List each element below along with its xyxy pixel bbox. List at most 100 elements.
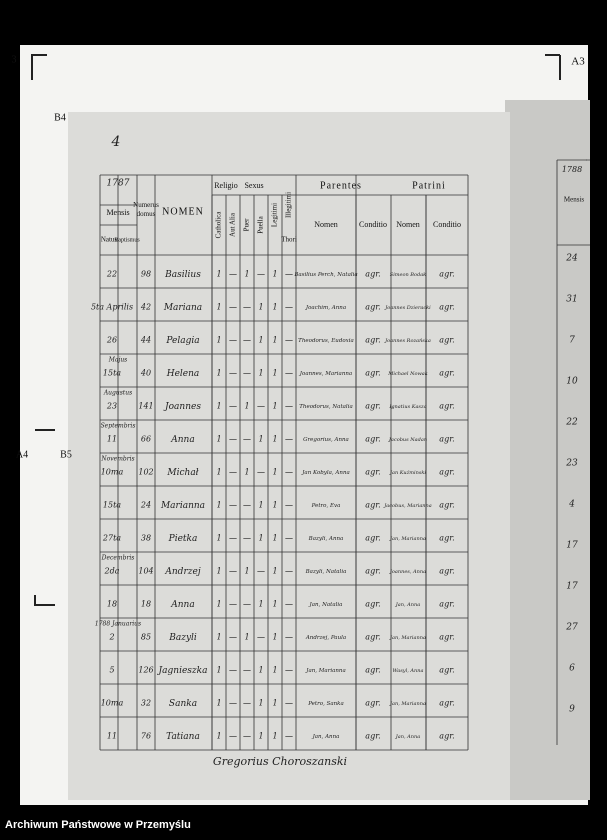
header-text: Thori <box>281 236 297 244</box>
godparents-condition: agr. <box>439 435 454 444</box>
religio-sexus-mark: 1 <box>216 435 221 444</box>
footer-bar <box>0 805 607 840</box>
parents-condition: agr. <box>365 270 380 279</box>
header-text: Conditio <box>359 220 387 229</box>
religio-sexus-mark: — <box>243 600 251 609</box>
parents-condition: agr. <box>365 468 380 477</box>
header-text: Mensis <box>564 196 585 204</box>
godparents-condition: agr. <box>439 468 454 477</box>
header-year: 1787 <box>107 179 130 189</box>
birth-day: 26 <box>106 336 117 345</box>
month: Novembris <box>100 456 134 463</box>
religio-sexus-mark: — <box>285 633 293 642</box>
religio-sexus-mark: 1 <box>272 567 277 576</box>
religio-sexus-mark: — <box>229 501 237 510</box>
child-name: Anna <box>170 600 194 610</box>
religio-sexus-mark: 1 <box>216 732 221 741</box>
religio-sexus-mark: 1 <box>258 600 263 609</box>
godparents-name: Jan, Marianna <box>389 701 426 707</box>
right-day: 17 <box>566 541 578 551</box>
house-number: 40 <box>140 369 151 378</box>
parents-condition: agr. <box>365 567 380 576</box>
religio-sexus-mark: — <box>285 534 293 543</box>
parents-condition: agr. <box>365 303 380 312</box>
religio-sexus-mark: — <box>285 270 293 279</box>
godparents-condition: agr. <box>439 270 454 279</box>
right-day: 9 <box>569 705 575 715</box>
religio-sexus-mark: 1 <box>272 402 277 411</box>
godparents-name: Ignatius Kasza <box>388 404 426 410</box>
religio-sexus-mark: — <box>285 501 293 510</box>
corner-label: B5 <box>60 449 72 460</box>
religio-sexus-mark: 1 <box>272 666 277 675</box>
religio-sexus-mark: 1 <box>244 567 249 576</box>
religio-sexus-mark: 1 <box>216 303 221 312</box>
house-number: 126 <box>138 666 153 675</box>
parents-condition: agr. <box>365 435 380 444</box>
parents-condition: agr. <box>365 369 380 378</box>
header-text: Religio <box>214 181 238 190</box>
godparents-name: Jan, Anna <box>395 602 420 608</box>
religio-sexus-mark: 1 <box>258 699 263 708</box>
house-number: 141 <box>138 402 153 411</box>
religio-sexus-mark: — <box>285 699 293 708</box>
parents-condition: agr. <box>365 534 380 543</box>
religio-sexus-mark: — <box>257 402 265 411</box>
religio-sexus-mark: 1 <box>258 501 263 510</box>
religio-sexus-mark: 1 <box>272 501 277 510</box>
religio-sexus-mark: 1 <box>244 633 249 642</box>
religio-sexus-mark: 1 <box>244 468 249 477</box>
header-text: Nomen <box>396 220 420 229</box>
parents-name: Jan Kobyla, Anna <box>301 470 350 476</box>
header-text: Numerus domus <box>133 201 159 218</box>
religio-sexus-mark: — <box>229 369 237 378</box>
parents-name: Joannes, Marianna <box>299 371 352 377</box>
religio-sexus-mark: 1 <box>216 699 221 708</box>
parents-name: Joachim, Anna <box>305 305 346 311</box>
religio-sexus-mark: — <box>243 369 251 378</box>
child-name: Basilius <box>164 270 201 280</box>
religio-sexus-mark: 1 <box>272 732 277 741</box>
religio-sexus-mark: — <box>243 699 251 708</box>
right-day: 17 <box>566 582 578 592</box>
godparents-name: Simeon Bodak <box>390 272 426 278</box>
religio-sexus-mark: — <box>257 567 265 576</box>
religio-sexus-mark: — <box>229 468 237 477</box>
religio-sexus-mark: — <box>243 732 251 741</box>
header-text: Puer <box>243 218 251 232</box>
religio-sexus-mark: — <box>229 402 237 411</box>
child-name: Andrzej <box>164 567 200 577</box>
child-name: Helena <box>166 369 200 379</box>
parents-condition: agr. <box>365 699 380 708</box>
religio-sexus-mark: 1 <box>272 699 277 708</box>
birth-day: 23 <box>106 402 117 411</box>
month: Augustus <box>103 390 132 397</box>
header-text: Legitimi <box>271 203 279 227</box>
godparents-condition: agr. <box>439 732 454 741</box>
godparents-name: Wasyl, Anna <box>393 668 424 674</box>
religio-sexus-mark: — <box>285 567 293 576</box>
house-number: 85 <box>141 633 151 642</box>
right-day: 4 <box>568 500 575 510</box>
godparents-condition: agr. <box>439 369 454 378</box>
right-day: 31 <box>566 295 577 305</box>
parents-condition: agr. <box>365 402 380 411</box>
child-name: Jagnieszka <box>157 666 208 676</box>
godparents-name: Jan, Anna <box>395 734 420 740</box>
religio-sexus-mark: — <box>285 666 293 675</box>
godparents-name: Joannes Dzieracki <box>384 305 431 311</box>
birth-day: 22 <box>106 270 117 279</box>
house-number: 104 <box>138 567 153 576</box>
godparents-condition: agr. <box>439 336 454 345</box>
right-day: 27 <box>565 623 578 633</box>
month: Septembris <box>101 423 136 430</box>
religio-sexus-mark: 1 <box>272 369 277 378</box>
religio-sexus-mark: 1 <box>272 336 277 345</box>
religio-sexus-mark: 1 <box>272 534 277 543</box>
header-text: Baptismus <box>114 237 140 243</box>
house-number: 42 <box>140 303 151 312</box>
godparents-condition: agr. <box>439 303 454 312</box>
birth-day: 10ma <box>101 468 124 477</box>
child-name: Tatiana <box>166 732 200 742</box>
